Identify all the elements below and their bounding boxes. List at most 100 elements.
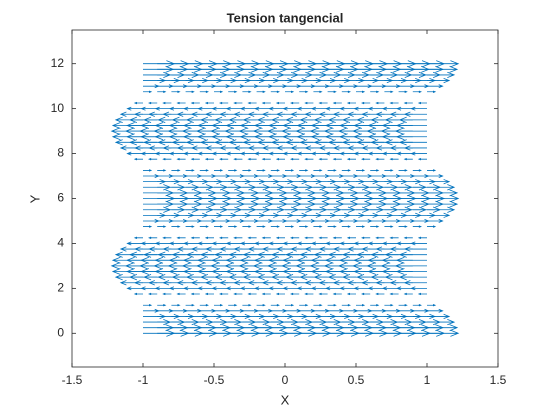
arrow [126,241,143,246]
chart-title: Tension tangencial [227,10,344,25]
arrow [185,225,195,228]
arrow [332,101,342,105]
arrow [304,101,314,105]
arrow [176,101,186,105]
arrow [318,236,328,239]
arrow [325,151,342,156]
arrow [427,304,437,307]
arrow [233,101,243,105]
y-tick-label: 6 [57,191,64,205]
arrow [157,304,167,307]
arrow [228,169,238,172]
arrow [162,101,172,105]
arrow [381,106,399,111]
arrow [140,286,158,291]
arrow [185,90,195,93]
arrow [361,236,371,239]
arrow [346,292,356,296]
arrow [410,286,427,291]
arrow [394,262,427,270]
arrow [427,71,456,79]
arrow [133,292,143,296]
arrow [197,151,214,156]
arrow [282,286,300,291]
arrow [239,286,257,291]
arrow [233,236,243,239]
x-tick-label: 1.5 [490,373,507,387]
arrow [275,292,285,296]
arrow [427,195,460,202]
arrow [403,111,427,117]
arrow [310,286,328,291]
arrow [219,158,229,161]
arrow [310,106,328,111]
arrow [275,101,285,105]
arrow [389,158,399,161]
arrow [211,106,229,111]
arrow [285,169,295,172]
arrow [381,286,399,291]
arrow [296,151,314,156]
arrow [228,304,238,307]
arrow [341,90,351,93]
arrow [396,151,413,156]
arrow [353,151,371,156]
arrow [239,151,257,156]
arrow [318,158,328,161]
arrow [318,101,328,105]
arrow [427,60,460,68]
y-tick-label: 10 [51,101,65,115]
arrow [427,90,437,93]
arrow [148,236,158,239]
arrow [199,304,209,307]
arrow [183,151,200,156]
arrow [168,241,186,246]
arrow [417,101,427,105]
arrow [375,101,385,105]
arrow [398,116,427,123]
arrow [396,106,413,111]
arrow [313,225,323,228]
arrow [228,90,238,93]
arrow [176,158,186,161]
arrow [268,106,285,111]
arrow [219,236,229,239]
arrow [157,90,167,93]
arrow [290,101,300,105]
arrow [157,169,167,172]
arrow [239,106,257,111]
arrow [427,184,456,191]
arrow [381,241,399,246]
arrow [199,90,209,93]
arrow [154,106,172,111]
arrow [219,292,229,296]
arrow [211,286,229,291]
arrow [370,225,380,228]
y-tick-label: 4 [57,236,64,250]
arrow [367,151,385,156]
arrow [346,236,356,239]
arrow [190,236,200,239]
arrow [247,158,257,161]
arrow [403,236,413,239]
y-tick-label: 8 [57,146,64,160]
arrow [290,158,300,161]
arrow [162,292,172,296]
arrow [268,286,285,291]
arrow [325,106,342,111]
arrow [367,241,385,246]
arrow [396,241,413,246]
arrow [381,151,399,156]
arrow [410,241,427,246]
arrow [327,169,337,172]
arrow [367,286,385,291]
arrow [270,304,280,307]
arrow [214,225,224,228]
arrow [332,236,342,239]
arrow [356,304,366,307]
arrow [148,292,158,296]
arrow [403,145,427,151]
arrow [254,286,271,291]
arrow [228,225,238,228]
arrow [171,90,181,93]
